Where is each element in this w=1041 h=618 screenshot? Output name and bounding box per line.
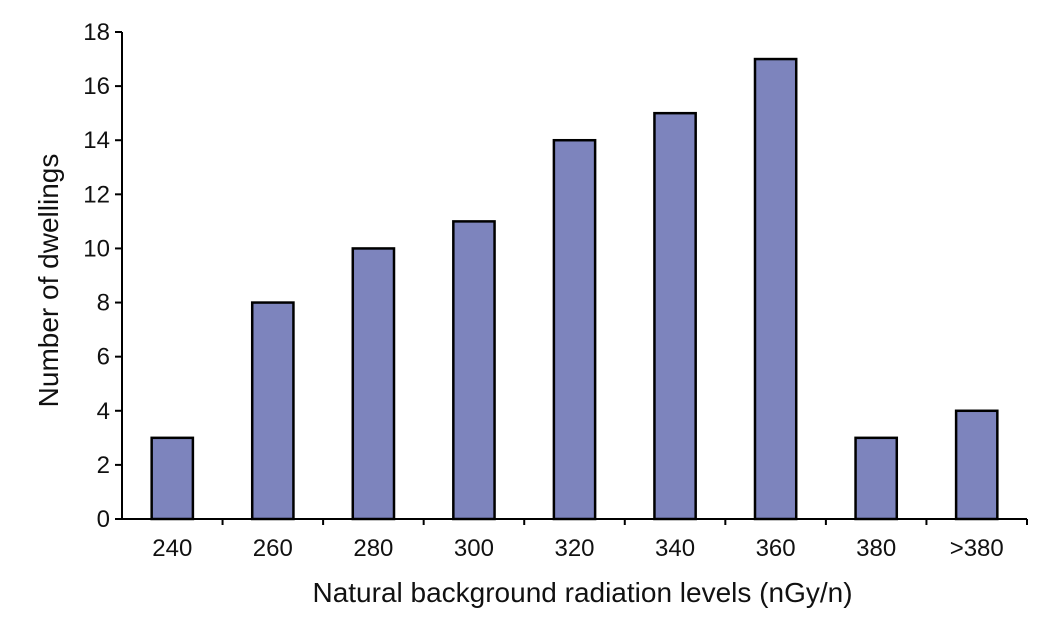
bar-gt380 bbox=[954, 409, 999, 521]
x-tick-label: 340 bbox=[655, 535, 695, 562]
x-tick-label: 300 bbox=[454, 535, 494, 562]
y-tick-label: 8 bbox=[97, 290, 110, 317]
y-axis-title: Number of dwellings bbox=[33, 154, 64, 408]
bar-360 bbox=[753, 57, 798, 521]
x-tick-label: 260 bbox=[253, 535, 293, 562]
y-tick-label: 10 bbox=[83, 235, 110, 262]
y-tick-label: 0 bbox=[97, 506, 110, 533]
x-tick-label: 280 bbox=[353, 535, 393, 562]
y-tick-label: 14 bbox=[83, 127, 110, 154]
x-tick-label: >380 bbox=[950, 535, 1004, 562]
y-tick-label: 16 bbox=[83, 73, 110, 100]
x-tick-label: 240 bbox=[152, 535, 192, 562]
bar-260 bbox=[250, 301, 295, 521]
bar-340 bbox=[653, 111, 697, 521]
x-axis-title: Natural background radiation levels (nGy… bbox=[312, 577, 852, 608]
bars-group bbox=[150, 57, 999, 521]
bar-300 bbox=[452, 220, 496, 521]
y-tick-label: 6 bbox=[97, 344, 110, 371]
y-tick-label: 2 bbox=[97, 452, 110, 479]
x-tick-label: 320 bbox=[554, 535, 594, 562]
y-tick-label: 12 bbox=[83, 181, 110, 208]
bar-240 bbox=[150, 436, 195, 521]
bar-280 bbox=[351, 247, 396, 521]
y-tick-label: 18 bbox=[83, 19, 110, 46]
x-axis-ticks: 240 260 280 300 320 340 360 380 >380 bbox=[152, 519, 1028, 562]
y-axis-ticks: 0 2 4 6 8 10 12 14 16 18 bbox=[83, 19, 122, 533]
x-tick-label: 380 bbox=[856, 535, 896, 562]
x-tick-label: 360 bbox=[756, 535, 796, 562]
bar-380 bbox=[854, 436, 899, 521]
bar-320 bbox=[552, 138, 597, 521]
y-tick-label: 4 bbox=[97, 398, 110, 425]
